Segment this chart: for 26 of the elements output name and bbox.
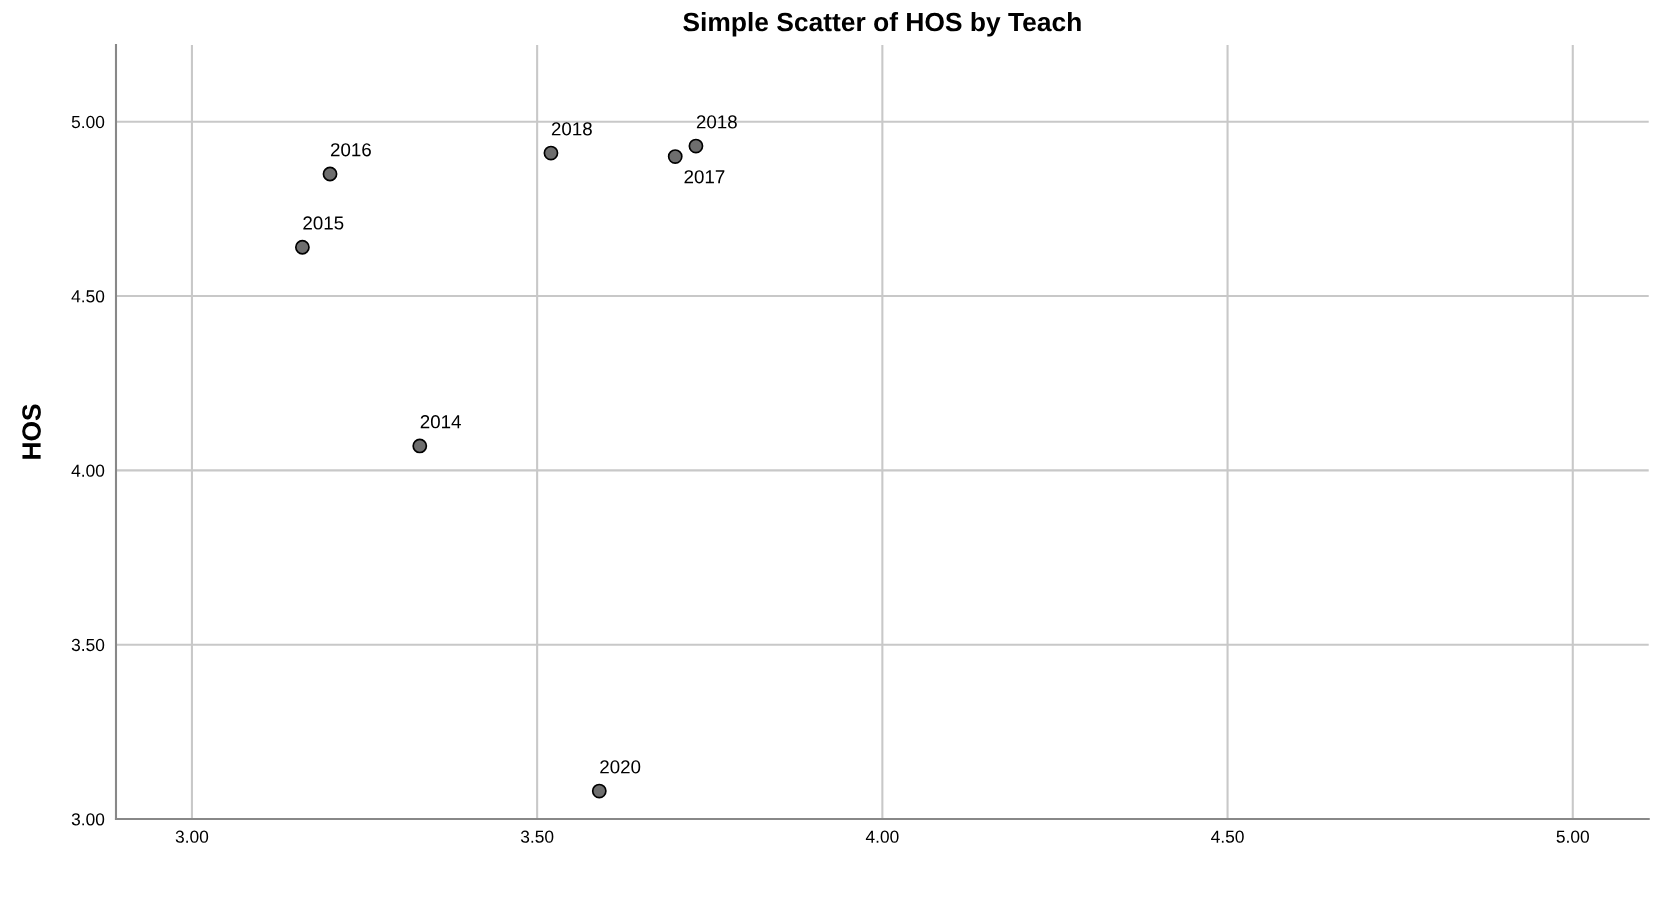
annotation: 2014 bbox=[420, 415, 461, 429]
point bbox=[543, 145, 559, 161]
x-tick-label: 3.50 bbox=[520, 830, 554, 843]
annotation: 2020 bbox=[600, 760, 641, 774]
x-tick-label: 5.00 bbox=[1556, 830, 1589, 843]
x-tick-label: 3.00 bbox=[175, 830, 209, 843]
x-tick-label: 4.00 bbox=[865, 830, 899, 843]
annotation: 2018 bbox=[696, 115, 737, 129]
x-tick-label: 4.50 bbox=[1211, 830, 1244, 843]
point bbox=[591, 783, 607, 799]
point bbox=[667, 149, 683, 164]
y-tick-label: 3.50 bbox=[71, 638, 105, 652]
annotation: 2017 bbox=[684, 170, 725, 184]
point bbox=[294, 239, 310, 255]
point bbox=[412, 438, 428, 454]
y-tick-label: 3.00 bbox=[71, 813, 105, 826]
point bbox=[688, 138, 704, 154]
y-axis-title: HOS bbox=[22, 404, 41, 459]
y-tick-label: 4.00 bbox=[71, 464, 105, 477]
annotation: 2018 bbox=[551, 122, 592, 136]
y-tick-label: 4.50 bbox=[71, 290, 105, 303]
annotation: 2015 bbox=[303, 216, 344, 230]
point bbox=[322, 166, 338, 182]
y-tick-label: 5.00 bbox=[71, 115, 105, 129]
chart-title: Simple Scatter of HOS by Teach bbox=[683, 11, 1081, 37]
annotation: 2016 bbox=[330, 143, 371, 157]
